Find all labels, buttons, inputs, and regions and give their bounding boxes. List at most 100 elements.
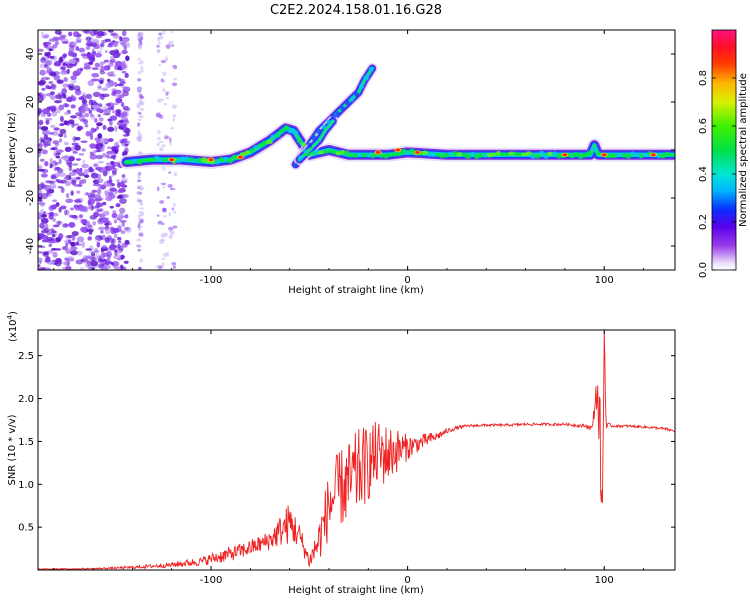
trace-speck xyxy=(275,134,281,138)
noise-blob xyxy=(90,114,96,120)
noise-blob xyxy=(108,179,112,185)
noise-blob xyxy=(97,160,105,164)
noise-blob xyxy=(75,243,82,246)
noise-blob xyxy=(111,261,120,267)
noise-blob xyxy=(119,207,126,214)
noise-blob xyxy=(48,180,56,185)
trace-speck xyxy=(344,150,350,156)
noise-blob xyxy=(67,161,73,168)
noise-blob xyxy=(102,138,108,143)
noise-blob xyxy=(44,160,49,167)
noise-blob xyxy=(65,193,70,199)
noise-blob xyxy=(138,222,141,226)
noise-blob xyxy=(120,254,125,260)
noise-blob xyxy=(80,140,88,143)
trace-speck xyxy=(179,156,186,162)
snr-multiplier: (x104) xyxy=(6,311,19,342)
noise-blob xyxy=(65,180,72,187)
noise-blob xyxy=(51,72,57,77)
noise-blob xyxy=(50,176,57,180)
trace-speck xyxy=(339,149,346,154)
noise-blob xyxy=(54,161,60,165)
noise-blob xyxy=(172,264,176,268)
noise-blob xyxy=(76,190,81,194)
noise-blob xyxy=(94,256,98,261)
noise-blob xyxy=(114,60,123,67)
noise-blob xyxy=(119,198,127,205)
noise-blob xyxy=(85,93,92,99)
trace-speck xyxy=(297,155,303,161)
snr-frame xyxy=(37,329,676,571)
noise-blob xyxy=(172,225,178,229)
noise-blob xyxy=(78,214,84,219)
trace-speck xyxy=(595,151,601,155)
noise-blob xyxy=(81,163,89,169)
noise-blob xyxy=(40,126,49,131)
noise-blob xyxy=(49,95,56,101)
trace-speck xyxy=(573,151,579,157)
noise-blob xyxy=(66,259,70,266)
noise-blob xyxy=(65,242,69,247)
noise-blob xyxy=(115,203,121,208)
trace-speck xyxy=(607,154,615,159)
noise-blob xyxy=(91,72,100,78)
noise-blob xyxy=(136,33,143,39)
snr-xlabel: Height of straight line (km) xyxy=(288,585,424,596)
trace-speck xyxy=(335,111,341,117)
noise-blob xyxy=(52,36,59,41)
noise-blob xyxy=(96,178,104,184)
trace-speck xyxy=(249,148,255,153)
trace-speck xyxy=(473,154,480,160)
trace-speck xyxy=(317,150,325,155)
noise-blob xyxy=(95,235,103,241)
noise-blob xyxy=(171,82,178,87)
noise-blob xyxy=(110,161,115,165)
noise-blob xyxy=(121,30,127,37)
trace-speck xyxy=(153,155,160,160)
noise-blob xyxy=(88,168,95,173)
noise-blob xyxy=(53,212,59,217)
noise-blob xyxy=(164,56,169,62)
noise-blob xyxy=(102,220,111,224)
noise-blob xyxy=(49,157,54,164)
noise-blob xyxy=(161,222,165,226)
noise-blob xyxy=(93,194,102,200)
noise-blob xyxy=(99,61,106,65)
noise-blob xyxy=(94,204,101,209)
noise-blob xyxy=(95,154,104,160)
noise-blob xyxy=(157,186,160,192)
noise-blob xyxy=(98,86,102,89)
noise-blob xyxy=(61,223,69,229)
noise-blob xyxy=(61,70,69,73)
noise-blob xyxy=(107,30,114,33)
noise-blob xyxy=(173,210,177,214)
noise-blob xyxy=(91,189,98,193)
snr-y-tick-label: 1.5 xyxy=(18,437,34,448)
spectrogram-y-tick-label: 40 xyxy=(25,48,36,61)
noise-blob xyxy=(39,94,44,98)
noise-blob xyxy=(157,129,161,135)
noise-blob xyxy=(97,166,105,173)
noise-blob xyxy=(40,57,47,63)
noise-blob xyxy=(62,83,70,88)
noise-blob xyxy=(110,105,115,111)
noise-blob xyxy=(121,49,128,55)
noise-blob xyxy=(54,141,60,147)
noise-blob xyxy=(111,174,116,177)
noise-blob xyxy=(80,95,87,101)
noise-blob xyxy=(41,34,49,39)
snr-plot-area xyxy=(38,330,675,570)
trace-speck xyxy=(638,154,644,159)
noise-blob xyxy=(53,62,62,67)
noise-blob xyxy=(76,126,82,132)
noise-blob xyxy=(121,221,125,227)
noise-blob xyxy=(45,45,53,50)
noise-blob xyxy=(58,31,62,36)
noise-blob xyxy=(106,154,110,159)
noise-blob xyxy=(46,189,50,196)
noise-blob xyxy=(114,92,119,99)
noise-blob xyxy=(85,248,92,251)
noise-blob xyxy=(170,127,175,130)
noise-blob xyxy=(65,176,69,181)
noise-blob xyxy=(55,166,61,171)
